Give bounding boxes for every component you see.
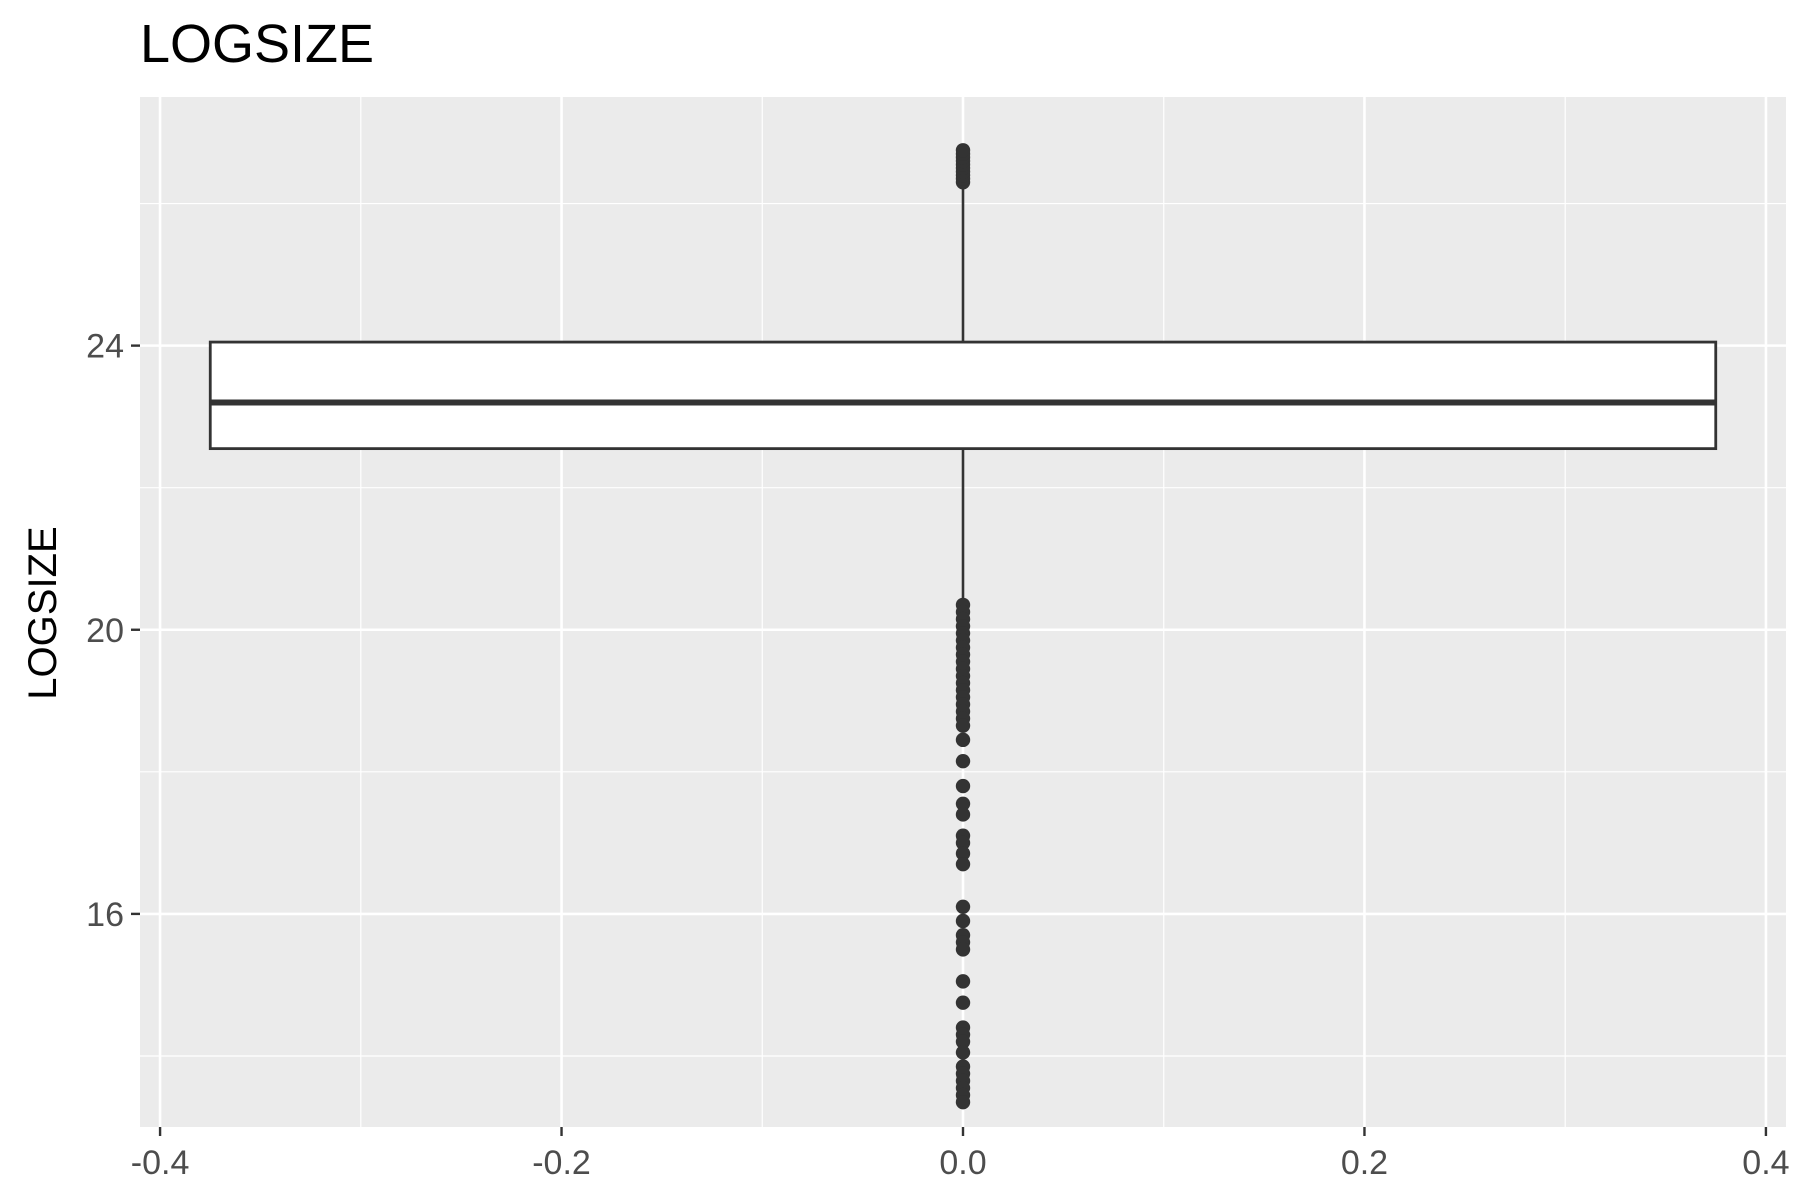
y-tick-label: 20 — [86, 612, 124, 650]
outlier-point — [955, 732, 971, 748]
outlier-points — [955, 143, 971, 1110]
outlier-point — [955, 1094, 971, 1110]
x-tick-label: -0.2 — [532, 1144, 591, 1182]
outlier-point — [955, 899, 971, 914]
y-tick-label: 24 — [86, 328, 124, 366]
box-group — [208, 185, 1718, 605]
x-tick-label: 0.2 — [1341, 1144, 1388, 1182]
x-tick-label: -0.4 — [131, 1144, 190, 1182]
interquartile-box — [208, 340, 1718, 451]
outlier-point — [955, 856, 971, 872]
chart-title: LOGSIZE — [140, 14, 374, 74]
y-axis-title: LOGSIZE — [21, 526, 65, 699]
outlier-point — [955, 143, 971, 158]
outlier-point — [955, 942, 971, 957]
outlier-point — [955, 846, 971, 861]
outlier-point — [955, 1045, 971, 1060]
outlier-point — [955, 753, 971, 769]
outlier-point — [955, 796, 971, 811]
outlier-point — [955, 807, 971, 822]
outlier-point — [955, 974, 971, 989]
outlier-point — [955, 778, 971, 794]
outlier-point — [955, 995, 971, 1010]
x-tick-label: 0.0 — [939, 1144, 986, 1182]
axes: -0.4 -0.2 0.0 0.2 0.4 16 20 24 — [86, 328, 1789, 1182]
x-tick-label: 0.4 — [1742, 1144, 1789, 1182]
y-tick-label: 16 — [86, 896, 124, 934]
outlier-point — [955, 835, 971, 851]
outlier-point — [955, 913, 971, 929]
outlier-point — [955, 1034, 971, 1049]
outlier-point — [955, 718, 971, 733]
